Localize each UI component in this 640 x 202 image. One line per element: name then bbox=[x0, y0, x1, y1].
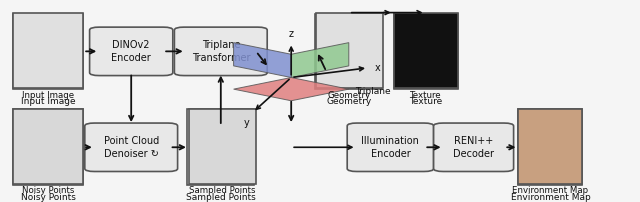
Text: Illumination
Encoder: Illumination Encoder bbox=[362, 136, 419, 159]
Text: Texture: Texture bbox=[410, 92, 442, 100]
FancyBboxPatch shape bbox=[316, 13, 383, 88]
Text: Triplane
Transformer: Triplane Transformer bbox=[191, 40, 250, 63]
FancyBboxPatch shape bbox=[13, 109, 83, 184]
FancyBboxPatch shape bbox=[187, 109, 254, 185]
Text: Environment Map: Environment Map bbox=[511, 193, 590, 202]
Text: x: x bbox=[374, 63, 380, 73]
Text: Texture: Texture bbox=[409, 97, 442, 106]
FancyBboxPatch shape bbox=[518, 109, 582, 184]
Text: Environment Map: Environment Map bbox=[513, 186, 588, 195]
Text: Noisy Points: Noisy Points bbox=[22, 186, 74, 195]
FancyBboxPatch shape bbox=[518, 109, 582, 185]
Text: Noisy Points: Noisy Points bbox=[20, 193, 76, 202]
FancyBboxPatch shape bbox=[316, 14, 383, 89]
Text: Geometry: Geometry bbox=[328, 92, 371, 100]
Text: Sampled Points: Sampled Points bbox=[189, 186, 256, 195]
Text: Point Cloud
Denoiser ↻: Point Cloud Denoiser ↻ bbox=[104, 136, 159, 159]
FancyBboxPatch shape bbox=[189, 109, 256, 184]
FancyBboxPatch shape bbox=[85, 123, 178, 171]
Text: y: y bbox=[244, 118, 249, 128]
FancyBboxPatch shape bbox=[434, 123, 514, 171]
Text: z: z bbox=[289, 29, 294, 39]
Polygon shape bbox=[234, 43, 291, 78]
FancyBboxPatch shape bbox=[13, 109, 83, 185]
Text: RENI++
Decoder: RENI++ Decoder bbox=[453, 136, 494, 159]
Polygon shape bbox=[234, 78, 349, 101]
FancyBboxPatch shape bbox=[90, 27, 173, 76]
Text: Geometry: Geometry bbox=[326, 97, 371, 106]
FancyBboxPatch shape bbox=[13, 13, 83, 88]
Text: Input Image: Input Image bbox=[22, 92, 74, 100]
FancyBboxPatch shape bbox=[174, 27, 268, 76]
Text: Sampled Points: Sampled Points bbox=[186, 193, 255, 202]
FancyBboxPatch shape bbox=[394, 14, 458, 89]
FancyBboxPatch shape bbox=[13, 14, 83, 89]
Text: Input Image: Input Image bbox=[20, 97, 76, 106]
FancyBboxPatch shape bbox=[394, 13, 458, 88]
Text: DINOv2
Encoder: DINOv2 Encoder bbox=[111, 40, 151, 63]
Polygon shape bbox=[291, 43, 349, 78]
Text: Triplane: Triplane bbox=[355, 87, 391, 96]
FancyBboxPatch shape bbox=[347, 123, 434, 171]
